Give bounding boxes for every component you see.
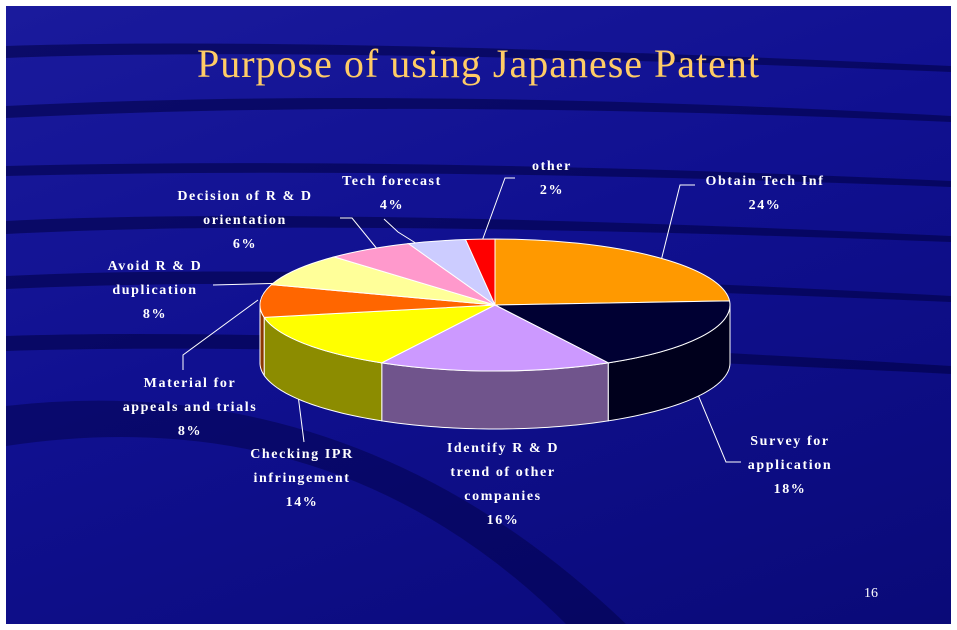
category-label: Identify R & D trend of other companies (446, 441, 560, 504)
pie-slice (380, 304, 610, 372)
slice-label: Survey for application 18% (700, 430, 880, 502)
slice-label: Avoid R & D duplication 8% (65, 255, 245, 327)
value-label: 24% (748, 198, 782, 213)
pie (259, 238, 731, 430)
pie-slice (494, 300, 731, 364)
category-label: Tech forecast (342, 174, 442, 189)
slice-label: Identify R & D trend of other companies 1… (413, 437, 593, 533)
slice-label: Obtain Tech Inf 24% (675, 170, 855, 218)
pie-slice (270, 256, 496, 306)
page-number: 16 (864, 586, 878, 601)
category-label: Decision of R & D orientation (177, 189, 313, 228)
value-label: 14% (285, 495, 319, 510)
pie-side (381, 362, 609, 430)
value-label: 18% (773, 482, 807, 497)
pie-slice (494, 238, 731, 306)
pie-slice (259, 284, 496, 318)
category-label: Avoid R & D duplication (107, 259, 203, 298)
category-label: other (532, 159, 572, 174)
value-label: 2% (539, 183, 565, 198)
slice-label: Tech forecast 4% (302, 170, 482, 218)
value-label: 16% (486, 513, 520, 528)
slice-label: other 2% (462, 155, 642, 203)
pie-slice (464, 238, 496, 306)
category-label: Survey for application (747, 434, 833, 473)
category-label: Material for appeals and trials (122, 376, 258, 415)
category-label: Obtain Tech Inf (705, 174, 825, 189)
value-label: 4% (379, 198, 405, 213)
value-label: 6% (232, 237, 258, 252)
value-label: 8% (177, 424, 203, 439)
leader-lines (182, 177, 741, 463)
slice-label: Decision of R & D orientation 6% (155, 185, 335, 257)
slice-label: Material for appeals and trials 8% (100, 372, 280, 444)
chart (6, 43, 951, 624)
slice-label: Checking IPR infringement 14% (212, 443, 392, 515)
pie-slice (263, 304, 496, 364)
category-label: Checking IPR infringement (250, 447, 354, 486)
value-label: 8% (142, 307, 168, 322)
slide: Purpose of using Japanese Patent Obtain … (6, 6, 951, 624)
chart-title: Purpose of using Japanese Patent (196, 41, 760, 86)
